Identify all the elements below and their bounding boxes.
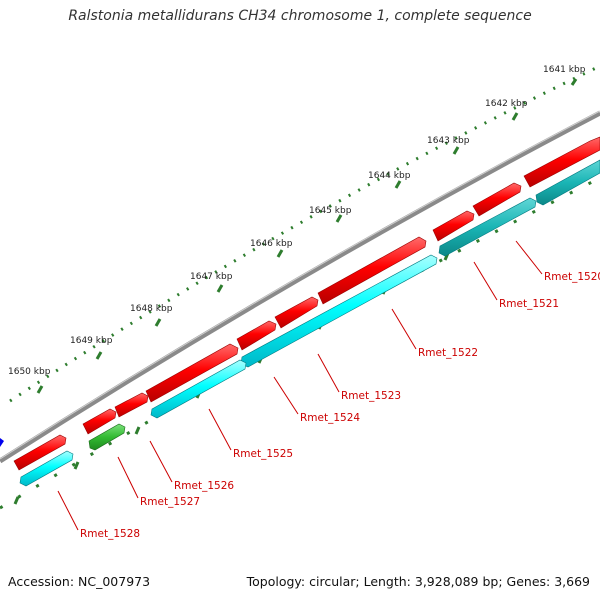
- major-tick: [216, 284, 224, 293]
- inner-tick: [13, 496, 20, 505]
- map-title: Ralstonia metallidurans CH34 chromosome …: [68, 8, 532, 24]
- major-tick: [452, 146, 460, 155]
- cds-rmet-1524-reverse[interactable]: [150, 359, 247, 419]
- accession-text: Accession: NC_007973: [8, 574, 151, 589]
- cds-rmet-1528-forward[interactable]: [13, 434, 67, 471]
- scale-label: 1650 kbp: [8, 367, 51, 377]
- gene-label[interactable]: Rmet_1520: [544, 271, 600, 283]
- cds-rmet-1525a-forward[interactable]: [236, 320, 277, 351]
- major-tick: [36, 385, 44, 394]
- scale-label: 1645 kbp: [309, 206, 352, 216]
- gene-label-leaders: [57, 240, 543, 531]
- major-tick: [276, 249, 284, 258]
- gene-label[interactable]: Rmet_1522: [418, 347, 478, 359]
- scale-label: 1646 kbp: [250, 239, 293, 249]
- cds-rmet-1521-reverse[interactable]: [438, 197, 537, 257]
- major-tick: [394, 180, 402, 189]
- scale-label: 1643 kbp: [427, 136, 470, 146]
- gene-labels: Rmet_1520 Rmet_1521 Rmet_1522 Rmet_1523 …: [80, 271, 600, 540]
- cds-rmet-1526-forward[interactable]: [114, 392, 149, 418]
- leader-line: [473, 261, 498, 301]
- scale-label: 1641 kbp: [543, 65, 586, 75]
- leader-line: [149, 440, 173, 483]
- scale-label: 1647 kbp: [190, 272, 233, 282]
- gene-label[interactable]: Rmet_1527: [140, 496, 200, 508]
- forward-strand-features: [13, 136, 600, 471]
- topology-text: Topology: circular; Length: 3,928,089 bp…: [246, 574, 590, 589]
- cds-rmet-1522-reverse[interactable]: [240, 254, 438, 368]
- leader-line: [273, 376, 299, 415]
- cds-rmet-1520-forward[interactable]: [523, 136, 600, 188]
- major-tick: [95, 351, 103, 360]
- sequence-backbone: [0, 110, 600, 464]
- leader-line: [391, 308, 417, 350]
- major-tick: [511, 112, 519, 121]
- outer-tick-ring: [9, 66, 597, 403]
- major-tick: [154, 318, 162, 327]
- leader-line: [208, 408, 232, 451]
- cds-rmet-1528-reverse[interactable]: [19, 450, 74, 487]
- gene-label[interactable]: Rmet_1524: [300, 412, 360, 424]
- major-tick: [570, 78, 578, 86]
- cds-rmet-1524-forward[interactable]: [274, 296, 319, 329]
- major-tick: [335, 214, 343, 223]
- gene-label[interactable]: Rmet_1523: [341, 390, 401, 402]
- scale-label: 1648 kbp: [130, 304, 173, 314]
- leader-line: [57, 490, 79, 531]
- cds-rmet-1525b-forward[interactable]: [145, 343, 239, 403]
- cds-rmet-1523-forward[interactable]: [317, 236, 427, 305]
- leader-line: [515, 240, 543, 275]
- cds-rmet-1527-forward[interactable]: [82, 408, 117, 435]
- inner-tick: [134, 426, 141, 435]
- major-ticks: [36, 78, 578, 394]
- scale-label: 1649 kbp: [70, 336, 113, 346]
- blue-feature: [0, 438, 4, 447]
- scale-label: 1642 kbp: [485, 99, 528, 109]
- gene-label[interactable]: Rmet_1521: [499, 298, 559, 310]
- inner-tick-ring: [0, 176, 600, 510]
- cds-rmet-1521-forward[interactable]: [472, 182, 522, 217]
- cds-rmet-1522-forward[interactable]: [432, 210, 475, 242]
- gene-label[interactable]: Rmet_1525: [233, 448, 293, 460]
- leader-line: [317, 353, 340, 393]
- inner-tick: [73, 461, 80, 470]
- gene-label[interactable]: Rmet_1526: [174, 480, 234, 492]
- gene-label[interactable]: Rmet_1528: [80, 528, 140, 540]
- scale-labels: 1641 kbp 1642 kbp 1643 kbp 1644 kbp 1645…: [8, 65, 586, 377]
- cds-rmet-1527-other[interactable]: [88, 423, 126, 451]
- scale-label: 1644 kbp: [368, 171, 411, 181]
- reverse-strand-features: [19, 159, 600, 487]
- sequence-backbone-highlight: [0, 110, 600, 460]
- leader-line: [117, 456, 139, 499]
- cds-rmet-1520-reverse[interactable]: [535, 159, 600, 206]
